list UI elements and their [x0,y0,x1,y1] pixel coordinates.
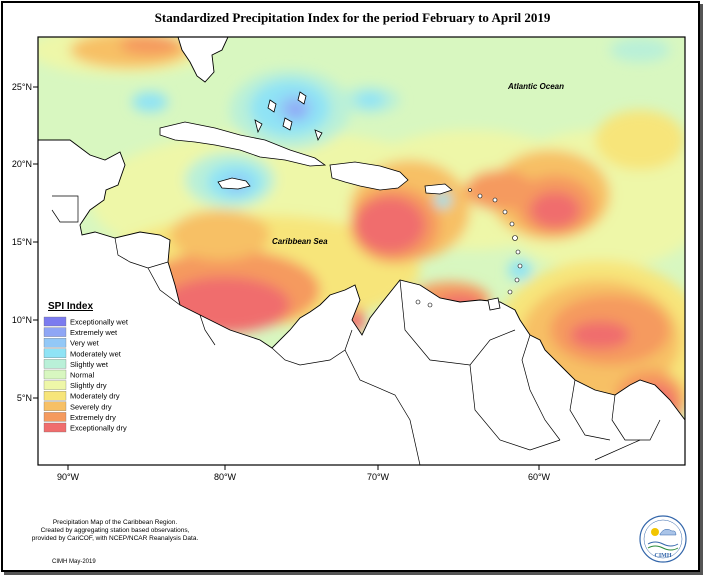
legend-swatch [43,348,67,358]
legend-swatch [43,327,67,337]
footer-note: Precipitation Map of the Caribbean Regio… [0,519,230,543]
lon-tick-label: 60°W [528,472,551,482]
legend-swatch [43,316,67,327]
islands [159,91,501,311]
logo-text: CIMH [655,553,672,559]
credit-text: CIMH May-2019 [52,559,96,565]
caribbean-sea-label: Caribbean Sea [272,237,328,246]
legend-label: Moderately wet [70,349,122,358]
legend-swatch [43,391,67,401]
land-masses [38,37,685,465]
lat-tick-label: 5°N [17,393,32,403]
legend-label: Normal [70,371,95,380]
longitude-ticks: 90°W 80°W 70°W 60°W [57,465,551,482]
legend-title: SPI Index [48,301,93,312]
map-border [37,36,686,466]
legend-label: Very wet [70,339,100,348]
legend-label: Exceptionally dry [70,424,127,433]
legend-label: Extremely dry [70,413,116,422]
country-borders [51,195,661,465]
legend-label: Extremely wet [70,328,118,337]
legend-label: Severely dry [70,402,112,411]
legend-label: Moderately dry [70,392,120,401]
lat-tick-label: 20°N [12,159,32,169]
cimh-logo: CIMH [639,515,687,563]
legend-label: Slightly wet [70,360,109,369]
lon-tick-label: 80°W [214,472,237,482]
legend-label: Exceptionally wet [70,318,129,327]
legend-label: Slightly dry [70,381,107,390]
lon-tick-label: 70°W [367,472,390,482]
footer-line: provided by CariCOF, with NCEP/NCAR Rean… [31,535,199,542]
legend-swatch [43,412,67,422]
legend-swatch [43,401,67,411]
lesser-antilles [415,188,523,308]
lon-tick-label: 90°W [57,472,80,482]
lat-tick-label: 25°N [12,82,32,92]
atlantic-ocean-label: Atlantic Ocean [507,82,564,91]
legend-swatch [43,369,67,380]
legend-swatch [43,338,67,348]
lat-tick-label: 10°N [12,315,32,325]
legend-swatch [43,422,67,433]
map-title: Standardized Precipitation Index for the… [154,10,551,25]
legend-swatch [43,359,67,369]
lat-tick-label: 15°N [12,237,32,247]
footer-line: Created by aggregating station based obs… [40,527,190,534]
footer-line: Precipitation Map of the Caribbean Regio… [52,519,178,526]
legend-swatch [43,380,67,390]
latitude-ticks: 25°N 20°N 15°N 10°N 5°N [12,82,38,403]
